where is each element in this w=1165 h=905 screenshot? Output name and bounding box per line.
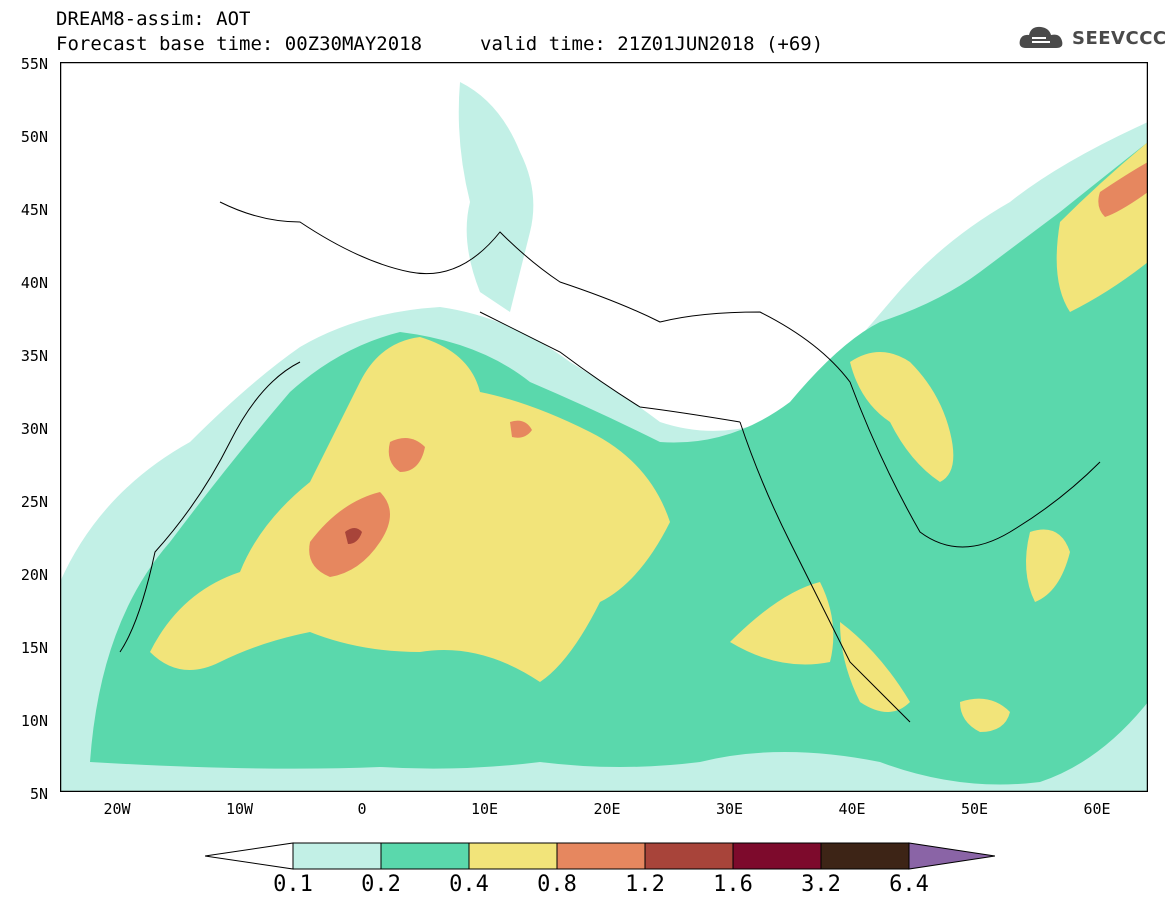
aot-band-orange-libya [510, 420, 532, 438]
lat-label: 35N [20, 347, 48, 365]
colorbar-label: 0.1 [273, 872, 313, 897]
colorbar-under-arrow [205, 842, 294, 870]
lon-label: 40E [838, 800, 866, 818]
lat-label: 30N [20, 420, 48, 438]
colorbar-swatch [820, 842, 910, 870]
colorbar-over-arrow [908, 842, 995, 870]
aot-map [60, 62, 1148, 792]
lat-label: 45N [20, 201, 48, 219]
lon-label: 60E [1083, 800, 1111, 818]
lon-label: 20E [593, 800, 621, 818]
colorbar-label: 6.4 [889, 872, 929, 897]
lat-label: 50N [20, 128, 48, 146]
colorbar-swatch [380, 842, 470, 870]
lat-label: 40N [20, 274, 48, 292]
coastlines [119, 201, 1101, 723]
lon-label: 0 [357, 800, 367, 818]
lon-label: 50E [960, 800, 989, 818]
colorbar-label: 1.6 [713, 872, 753, 897]
logo-text: SEEVCCC [1072, 28, 1165, 49]
colorbar-label: 3.2 [801, 872, 841, 897]
colorbar-swatch [556, 842, 646, 870]
lon-label: 10W [225, 800, 254, 818]
aot-band-yellow-sahara [150, 337, 670, 682]
lat-label: 25N [20, 493, 48, 511]
aot-band-orange-algeria [388, 438, 425, 472]
map-title: DREAM8-assim: AOT [56, 8, 251, 30]
aot-band-yellow-aden [840, 622, 1010, 732]
aot-band-orange-caspian [1098, 162, 1148, 217]
aot-band-red-hotspot [345, 528, 362, 544]
colorbar-label: 0.2 [361, 872, 401, 897]
lon-label: 30E [715, 800, 744, 818]
colorbar-swatch [644, 842, 734, 870]
cloud-icon [1019, 26, 1063, 48]
aot-band-yellow-arabia [850, 352, 954, 482]
lat-label: 5N [29, 785, 48, 803]
colorbar-label: 0.4 [449, 872, 489, 897]
colorbar-swatch [468, 842, 558, 870]
forecast-base-time: Forecast base time: 00Z30MAY2018 [56, 33, 423, 55]
lat-label: 55N [20, 55, 48, 73]
colorbar-swatch [292, 842, 382, 870]
lon-label: 20W [103, 800, 131, 818]
colorbar [205, 842, 995, 870]
lat-label: 15N [20, 639, 48, 657]
colorbar-label: 0.8 [537, 872, 577, 897]
colorbar-swatch [732, 842, 822, 870]
aot-band-yellow-oman [1026, 529, 1070, 602]
valid-time: valid time: 21Z01JUN2018 (+69) [480, 33, 824, 55]
colorbar-label: 1.2 [625, 872, 665, 897]
lat-label: 10N [20, 712, 48, 730]
lat-label: 20N [20, 566, 48, 584]
lon-label: 10E [470, 800, 499, 818]
aot-band-yellow-horn [730, 582, 834, 665]
